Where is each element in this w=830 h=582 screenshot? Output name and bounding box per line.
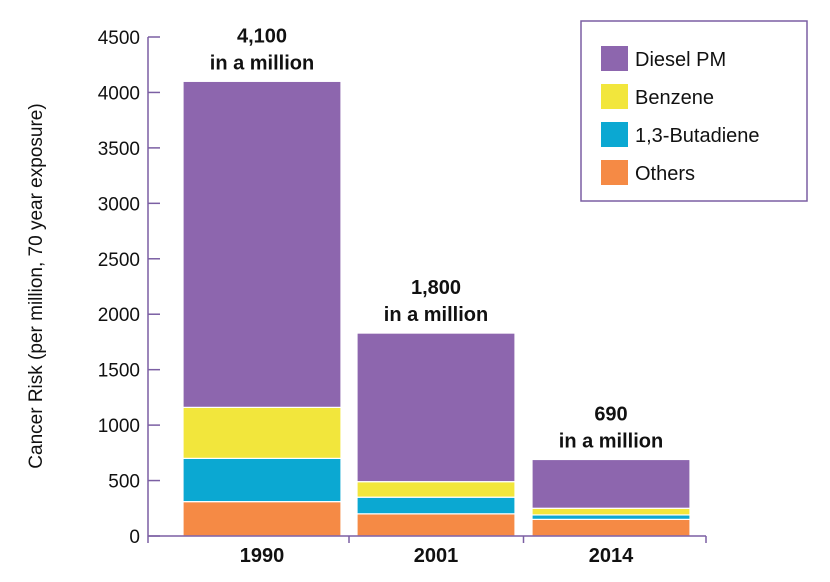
x-tick-label: 1990 <box>240 545 285 567</box>
legend: Diesel PM Benzene 1,3-Butadiene Others <box>580 20 808 202</box>
y-tick-label: 1000 <box>98 416 140 437</box>
legend-swatch-1-3-butadiene <box>601 122 628 147</box>
legend-swatch-benzene <box>601 84 628 109</box>
bar-total-value: 1,800 <box>411 277 461 299</box>
y-axis-title: Cancer Risk (per million, 70 year exposu… <box>26 103 47 468</box>
bar-segment-1990-diesel-pm <box>182 80 342 408</box>
bar-segment-2001-others <box>356 513 516 537</box>
y-tick-label: 2000 <box>98 305 140 326</box>
y-tick-label: 2500 <box>98 250 140 271</box>
legend-swatch-others <box>601 160 628 185</box>
bar-segment-1990-others <box>182 501 342 537</box>
legend-label-1-3-butadiene: 1,3-Butadiene <box>635 125 760 147</box>
bar-segment-2014-diesel-pm <box>531 458 691 509</box>
legend-label-benzene: Benzene <box>635 87 714 109</box>
axis-layer <box>147 36 707 543</box>
bar-segment-1990-benzene <box>182 406 342 459</box>
bar-segment-2001-diesel-pm <box>356 332 516 483</box>
bar-total-value: 690 <box>594 403 627 425</box>
bar-segment-2001-benzene <box>356 481 516 498</box>
bar-segment-2001-1-3-butadiene <box>356 496 516 515</box>
labels-layer: 4,100 in a million 1990 1,800 in a million 20… <box>26 25 663 567</box>
bar-total-caption: in a million <box>559 430 663 452</box>
bar-segment-2014-others <box>531 518 691 537</box>
bar-total-caption: in a million <box>210 52 314 74</box>
bar-segment-1990-1-3-butadiene <box>182 457 342 503</box>
bar-total-value: 4,100 <box>237 25 287 47</box>
legend-label-others: Others <box>635 163 695 185</box>
bar-segment-2014-1-3-butadiene <box>531 514 691 520</box>
y-tick-label: 0 <box>129 527 140 548</box>
y-tick-label: 1500 <box>98 361 140 382</box>
x-tick-label: 2001 <box>414 545 459 567</box>
x-tick-label: 2014 <box>589 545 634 567</box>
legend-label-diesel-pm: Diesel PM <box>635 49 726 71</box>
bar-total-caption: in a million <box>384 304 488 326</box>
y-tick-label: 4500 <box>98 28 140 49</box>
y-tick-label: 3500 <box>98 139 140 160</box>
y-tick-label: 3000 <box>98 194 140 215</box>
legend-swatch-diesel-pm <box>601 46 628 71</box>
y-tick-label: 500 <box>108 472 140 493</box>
bars-layer <box>182 80 691 537</box>
y-tick-label: 4000 <box>98 83 140 104</box>
bar-segment-2014-benzene <box>531 507 691 516</box>
